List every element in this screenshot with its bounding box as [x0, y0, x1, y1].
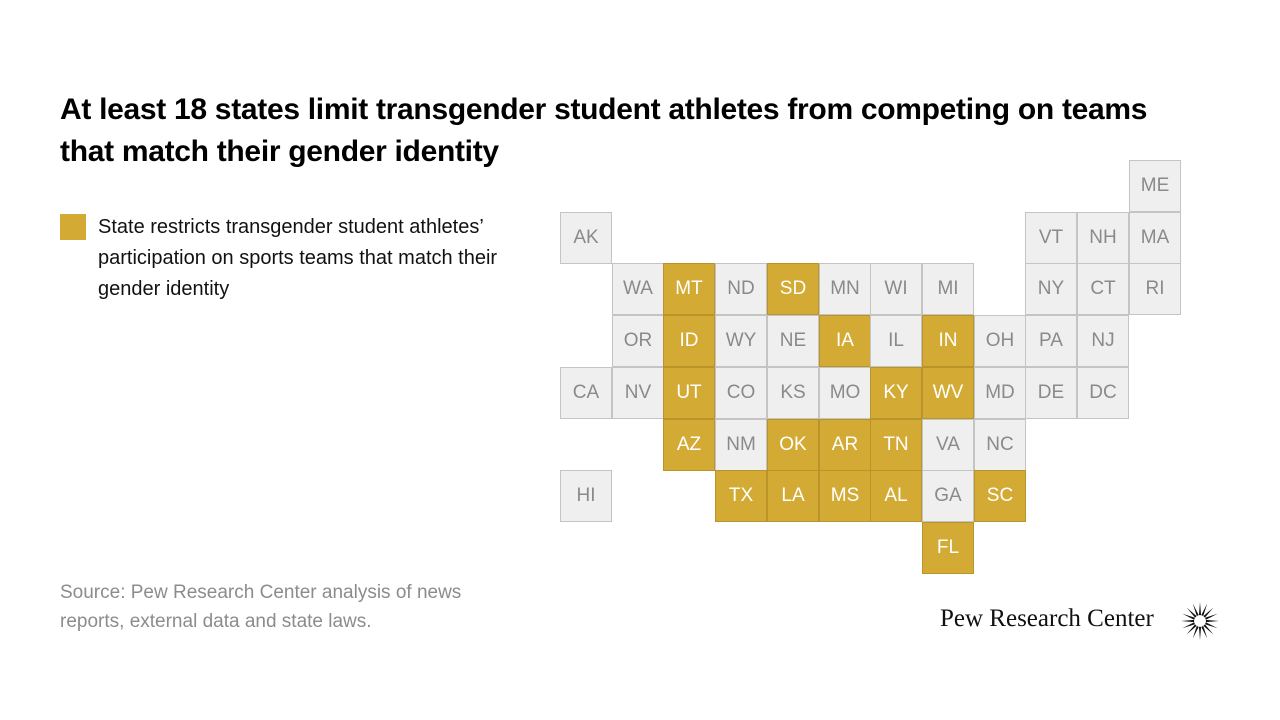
- state-tile-mo: MO: [819, 367, 871, 419]
- state-tile-wi: WI: [870, 263, 922, 315]
- state-tile-id: ID: [663, 315, 715, 367]
- state-tile-tn: TN: [870, 419, 922, 471]
- state-tile-ia: IA: [819, 315, 871, 367]
- state-tile-ut: UT: [663, 367, 715, 419]
- state-tile-nj: NJ: [1077, 315, 1129, 367]
- state-tile-sc: SC: [974, 470, 1026, 522]
- state-tile-or: OR: [612, 315, 664, 367]
- state-tile-wa: WA: [612, 263, 664, 315]
- state-tile-ma: MA: [1129, 212, 1181, 264]
- state-tile-ar: AR: [819, 419, 871, 471]
- state-tile-va: VA: [922, 419, 974, 471]
- state-tile-nd: ND: [715, 263, 767, 315]
- legend-swatch: [60, 214, 86, 240]
- state-tile-me: ME: [1129, 160, 1181, 212]
- state-tile-co: CO: [715, 367, 767, 419]
- state-tile-tx: TX: [715, 470, 767, 522]
- state-tile-mi: MI: [922, 263, 974, 315]
- state-tile-hi: HI: [560, 470, 612, 522]
- state-tile-md: MD: [974, 367, 1026, 419]
- state-tile-ok: OK: [767, 419, 819, 471]
- state-tile-la: LA: [767, 470, 819, 522]
- state-tile-ky: KY: [870, 367, 922, 419]
- chart-title: At least 18 states limit transgender stu…: [60, 93, 1148, 168]
- state-tile-oh: OH: [974, 315, 1026, 367]
- pew-sunburst-icon: [1181, 602, 1219, 640]
- state-tile-in: IN: [922, 315, 974, 367]
- state-tile-ks: KS: [767, 367, 819, 419]
- state-tile-ca: CA: [560, 367, 612, 419]
- state-tile-vt: VT: [1025, 212, 1077, 264]
- state-tile-ga: GA: [922, 470, 974, 522]
- state-tile-ms: MS: [819, 470, 871, 522]
- state-tile-wv: WV: [922, 367, 974, 419]
- state-tile-nh: NH: [1077, 212, 1129, 264]
- state-tile-al: AL: [870, 470, 922, 522]
- state-tile-ri: RI: [1129, 263, 1181, 315]
- state-tile-il: IL: [870, 315, 922, 367]
- state-tile-sd: SD: [767, 263, 819, 315]
- state-tile-nm: NM: [715, 419, 767, 471]
- state-tile-nv: NV: [612, 367, 664, 419]
- state-tile-mn: MN: [819, 263, 871, 315]
- source-note: Source: Pew Research Center analysis of …: [60, 582, 462, 632]
- state-tile-dc: DC: [1077, 367, 1129, 419]
- state-tile-de: DE: [1025, 367, 1077, 419]
- state-tile-az: AZ: [663, 419, 715, 471]
- pew-logo-text: Pew Research Center: [940, 605, 1154, 632]
- state-tile-ak: AK: [560, 212, 612, 264]
- state-tile-fl: FL: [922, 522, 974, 574]
- state-tile-mt: MT: [663, 263, 715, 315]
- state-tile-nc: NC: [974, 419, 1026, 471]
- state-tile-ne: NE: [767, 315, 819, 367]
- state-tile-ct: CT: [1077, 263, 1129, 315]
- legend-label: State restricts transgender student athl…: [98, 216, 498, 300]
- state-tile-ny: NY: [1025, 263, 1077, 315]
- state-tile-pa: PA: [1025, 315, 1077, 367]
- state-tile-wy: WY: [715, 315, 767, 367]
